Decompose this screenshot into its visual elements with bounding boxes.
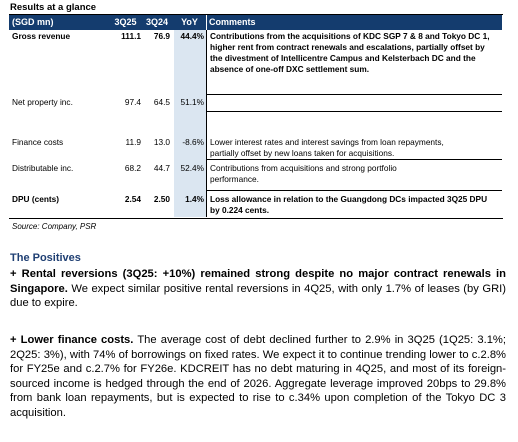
row-label: DPU (cents) xyxy=(12,194,60,204)
row-separator xyxy=(206,94,502,95)
row-separator xyxy=(206,190,502,191)
row-comment: Contributions from acquisitions and stro… xyxy=(210,163,397,184)
row-value-3q24: 44.7 xyxy=(153,163,170,173)
paragraph-body: The average cost of debt declined furthe… xyxy=(10,334,506,419)
header-unit: (SGD mn) xyxy=(9,15,110,30)
row-comment: Contributions from the acquisitions of K… xyxy=(210,31,490,74)
row-value-yoy: 52.4% xyxy=(180,163,204,173)
title-rule xyxy=(9,14,503,15)
row-value-yoy: -8.6% xyxy=(182,137,204,147)
row-comment: Loss allowance in relation to the Guangd… xyxy=(210,194,488,215)
paragraph-lead: + Lower finance costs. xyxy=(10,334,134,346)
header-3q25: 3Q25 xyxy=(110,15,141,30)
row-value-3q24: 76.9 xyxy=(153,31,170,41)
row-value-3q25: 111.1 xyxy=(121,31,141,41)
row-label: Distributable inc. xyxy=(12,163,74,173)
row-label: Net property inc. xyxy=(12,97,73,107)
paragraph-lead: + Rental reversions (3Q25: +10%) remaine… xyxy=(10,268,506,295)
row-value-yoy: 44.4% xyxy=(180,31,204,41)
row-value-3q25: 2.54 xyxy=(124,194,141,204)
row-value-yoy: 1.4% xyxy=(185,194,204,204)
row-separator xyxy=(206,111,502,112)
paragraph-body: We expect similar positive rental revers… xyxy=(10,282,506,310)
row-separator xyxy=(206,159,502,160)
row-label: Gross revenue xyxy=(12,31,71,41)
row-label: Finance costs xyxy=(12,137,64,147)
row-value-3q25: 11.9 xyxy=(125,137,141,147)
header-comments: Comments xyxy=(207,15,502,30)
page-title: Results at a glance xyxy=(10,2,97,13)
row-value-3q25: 97.4 xyxy=(124,97,141,107)
section-heading: The Positives xyxy=(10,252,81,264)
paragraph-finance-costs: + Lower finance costs. The average cost … xyxy=(10,333,506,421)
row-value-3q24: 2.50 xyxy=(153,194,170,204)
comments-divider xyxy=(206,30,207,217)
paragraph-rental-reversions: + Rental reversions (3Q25: +10%) remaine… xyxy=(10,267,506,311)
header-yoy: YoY xyxy=(173,15,206,30)
table-bottom-rule xyxy=(9,218,503,219)
row-value-3q24: 64.5 xyxy=(153,97,170,107)
row-value-3q24: 13.0 xyxy=(153,137,170,147)
table-source: Source: Company, PSR xyxy=(12,222,97,231)
row-value-yoy: 51.1% xyxy=(180,97,204,107)
yoy-column-shade xyxy=(174,30,206,217)
header-3q24: 3Q24 xyxy=(141,15,173,30)
row-value-3q25: 68.2 xyxy=(124,163,141,173)
row-comment: Lower interest rates and interest saving… xyxy=(210,137,444,158)
